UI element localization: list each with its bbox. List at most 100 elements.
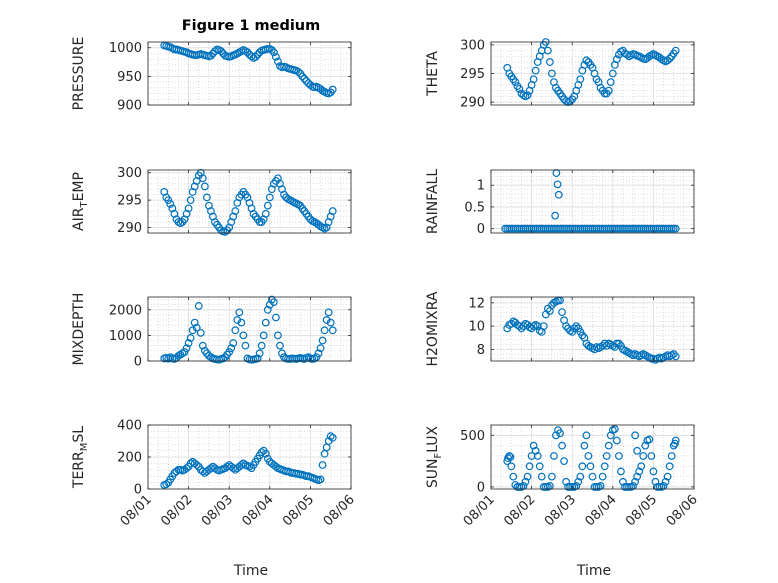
data-point bbox=[578, 331, 587, 340]
data-point bbox=[537, 472, 546, 481]
data-point bbox=[261, 449, 270, 458]
data-point bbox=[276, 341, 284, 350]
y-axis-label-2: THETA bbox=[425, 51, 441, 97]
data-point bbox=[271, 52, 280, 61]
y-axis-label-6: H2OMIXRA bbox=[425, 291, 441, 366]
subplot-3: 290 295 300 AIRTEMP bbox=[71, 166, 352, 236]
data-point bbox=[237, 318, 246, 327]
data-point bbox=[164, 196, 173, 205]
data-point bbox=[271, 313, 280, 322]
data-point bbox=[554, 190, 563, 199]
data-point bbox=[251, 52, 260, 61]
data-point bbox=[612, 55, 621, 64]
y-tick-label: 0 bbox=[477, 222, 485, 237]
y-tick-label: 0 bbox=[134, 355, 142, 370]
data-point bbox=[614, 452, 623, 460]
data-point bbox=[243, 48, 252, 57]
data-point bbox=[525, 462, 534, 471]
data-point bbox=[274, 331, 282, 340]
data-point bbox=[598, 472, 607, 481]
data-point bbox=[245, 462, 254, 471]
data-point bbox=[651, 477, 660, 486]
axes-box bbox=[490, 296, 695, 362]
data-point bbox=[570, 324, 579, 333]
data-point bbox=[633, 446, 642, 455]
data-point bbox=[314, 349, 323, 358]
data-point bbox=[606, 431, 615, 440]
data-point bbox=[322, 316, 331, 324]
y-axis-label-8: SUNFLUX bbox=[425, 425, 444, 488]
data-point bbox=[190, 318, 199, 327]
subplot-5: 0 1000 2000 MIXDEPTH bbox=[71, 293, 352, 370]
data-point bbox=[180, 348, 189, 356]
data-point bbox=[562, 322, 571, 330]
subplot-1: 900 950 1000 PRESSURE bbox=[71, 37, 352, 114]
data-point bbox=[182, 344, 191, 353]
data-point bbox=[552, 431, 560, 440]
data-point bbox=[558, 308, 566, 317]
data-point bbox=[562, 477, 571, 486]
data-point bbox=[328, 433, 337, 442]
y-tick-label: 200 bbox=[117, 451, 142, 466]
data-point bbox=[186, 196, 195, 205]
data-point bbox=[209, 49, 217, 58]
data-point bbox=[192, 323, 201, 332]
data-point bbox=[194, 302, 203, 310]
data-point bbox=[302, 77, 311, 85]
data-point bbox=[188, 326, 197, 335]
data-point bbox=[550, 452, 558, 460]
data-point bbox=[202, 193, 211, 202]
data-point bbox=[604, 441, 613, 450]
data-point bbox=[610, 425, 619, 434]
data-point bbox=[671, 352, 680, 361]
data-point bbox=[316, 475, 325, 484]
data-point bbox=[671, 436, 680, 445]
data-point bbox=[671, 46, 680, 55]
data-point bbox=[263, 201, 272, 210]
data-point bbox=[606, 78, 615, 86]
y-axis-label-1: PRESSURE bbox=[71, 37, 87, 111]
data-point bbox=[269, 48, 278, 57]
data-point bbox=[198, 174, 207, 183]
data-point bbox=[604, 86, 613, 95]
data-point bbox=[553, 180, 562, 189]
data-point bbox=[298, 72, 307, 81]
data-point bbox=[294, 67, 303, 76]
data-point bbox=[184, 339, 193, 347]
data-point bbox=[582, 56, 591, 65]
y-tick-label: 0 bbox=[134, 483, 142, 498]
y-tick-label: 290 bbox=[460, 96, 485, 111]
data-point bbox=[231, 326, 240, 335]
data-point bbox=[641, 441, 650, 450]
data-point bbox=[166, 200, 175, 208]
figure-title: Figure 1 medium bbox=[182, 18, 320, 34]
axes-box bbox=[490, 424, 695, 490]
y-tick-label: 12 bbox=[468, 296, 485, 311]
data-point bbox=[558, 441, 566, 450]
data-point bbox=[318, 336, 327, 345]
data-point bbox=[588, 472, 597, 481]
data-point bbox=[162, 480, 171, 489]
data-point bbox=[560, 457, 568, 466]
data-point bbox=[182, 464, 191, 473]
data-point bbox=[635, 467, 644, 476]
y-tick-label: 1 bbox=[477, 179, 485, 194]
data-point bbox=[533, 452, 542, 460]
data-point bbox=[507, 462, 516, 471]
data-point bbox=[665, 54, 674, 63]
data-point bbox=[328, 85, 337, 94]
axes-box bbox=[147, 169, 352, 234]
data-point bbox=[274, 57, 282, 66]
y-tick-label: 1000 bbox=[109, 329, 142, 344]
data-point bbox=[614, 339, 623, 348]
data-point bbox=[523, 91, 532, 100]
data-point bbox=[667, 452, 676, 460]
data-point bbox=[271, 462, 280, 471]
data-point bbox=[631, 431, 640, 440]
data-point bbox=[529, 441, 538, 450]
data-point bbox=[269, 298, 278, 307]
data-point bbox=[253, 354, 262, 363]
data-point bbox=[263, 305, 272, 314]
data-point bbox=[617, 467, 625, 476]
